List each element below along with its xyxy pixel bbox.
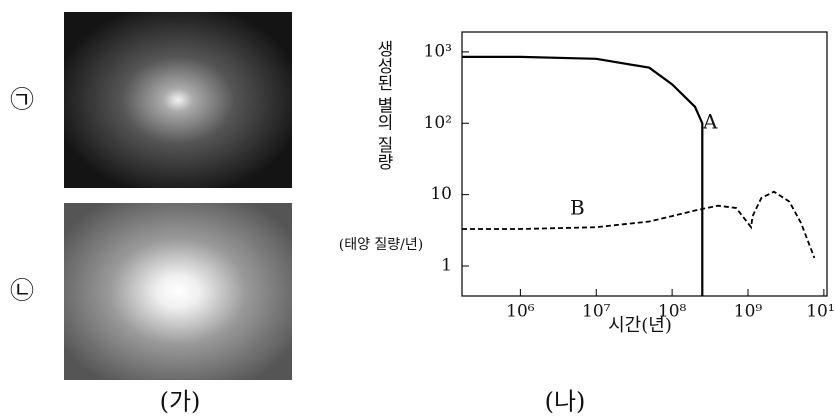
series-line [462,190,816,259]
spiral-galaxy-image [64,12,292,188]
image-label: ㉠ [10,86,34,114]
y-tick-label: 10³ [424,41,452,61]
series-label: B [570,196,585,220]
y-axis-label: 생성된 별의 질량 [373,40,393,170]
plot-frame [461,31,828,297]
x-tick-label: 10⁹ [734,302,763,322]
y-tick-label: 10² [424,113,452,133]
x-tick-label: 10⁸ [658,302,687,322]
x-axis-label: 시간(년) [608,315,672,336]
y-axis-unit: (태양 질량/년) [339,237,424,253]
series-label: A [702,110,718,134]
series-line [462,55,704,296]
y-tick-label: 1 [441,256,452,276]
x-tick-label: 10⁷ [582,302,611,322]
x-tick-label: 10⁶ [506,302,535,322]
caption: (나) [545,388,586,416]
y-tick-label: 10 [430,184,452,204]
image-label: ㉡ [10,277,34,305]
caption: (가) [160,388,201,416]
elliptical-galaxy-image [64,203,292,380]
